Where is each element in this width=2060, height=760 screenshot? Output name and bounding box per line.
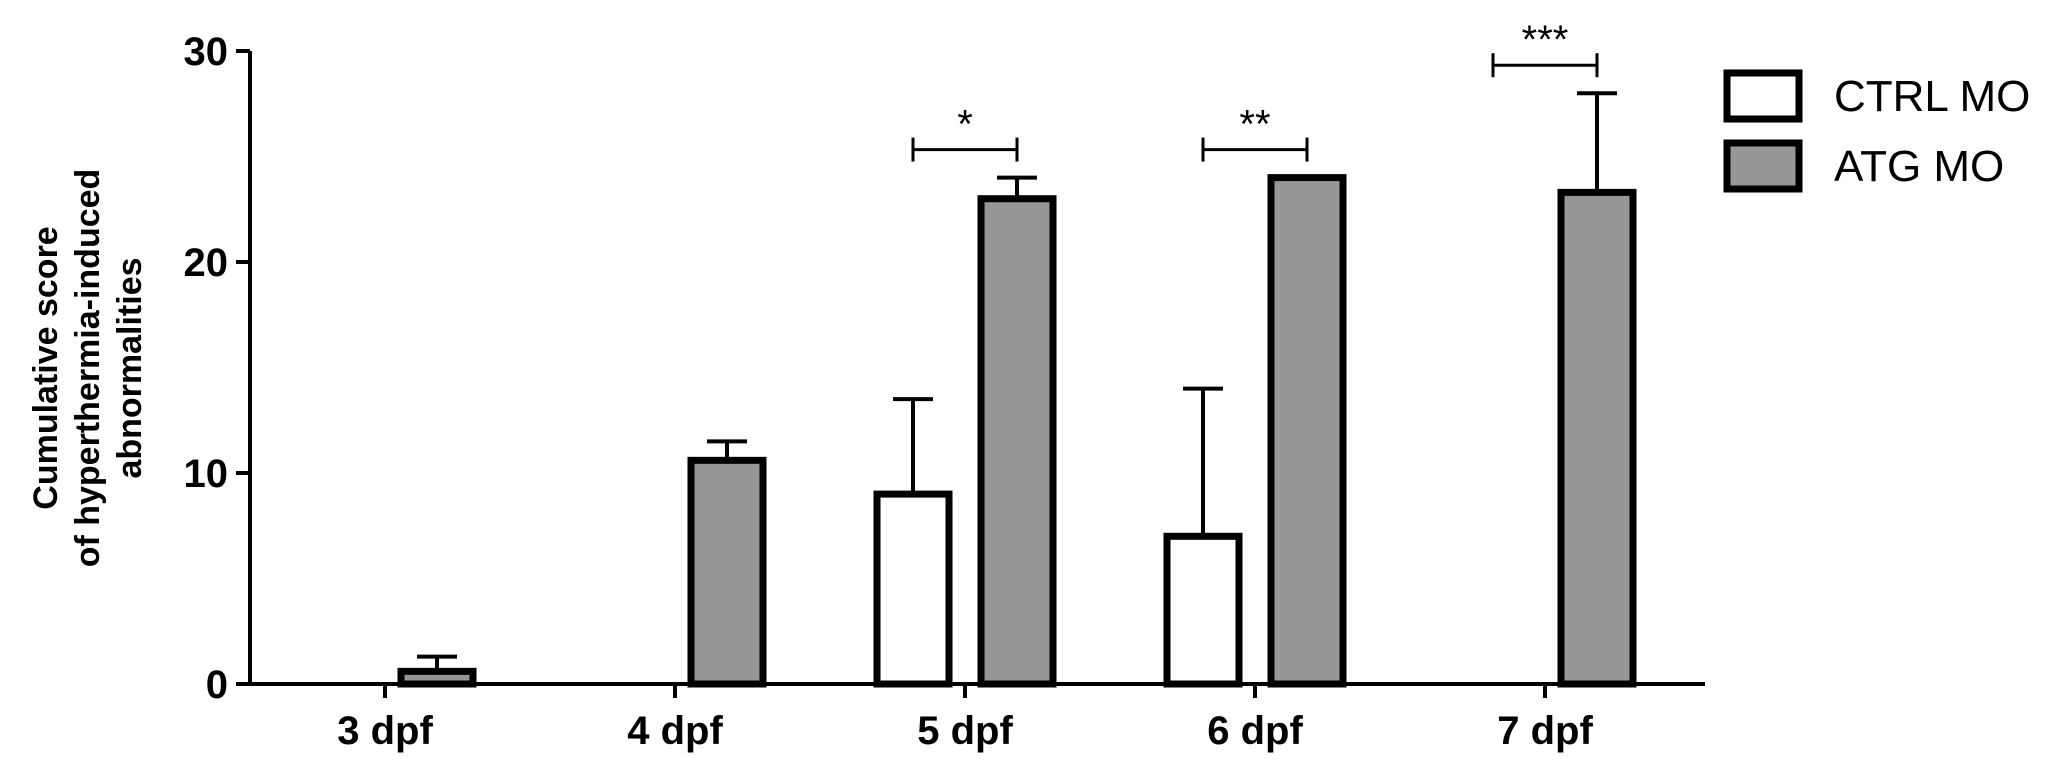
x-tick-label: 3 dpf	[337, 709, 433, 753]
legend-swatch	[1723, 69, 1803, 123]
x-tick-label: 4 dpf	[627, 709, 723, 753]
significance-label: ***	[1522, 18, 1569, 62]
y-axis-label-line: abnormalities	[111, 257, 149, 478]
x-tick-label: 6 dpf	[1207, 709, 1303, 753]
x-tick-label: 5 dpf	[917, 709, 1013, 753]
y-tick-label: 30	[184, 30, 229, 74]
significance-markers: * *****	[911, 18, 1599, 162]
bar	[873, 490, 953, 688]
legend-label: CTRL MO	[1834, 72, 2030, 121]
axes: 0 10 20 30 3 dpf 4 dpf 5 dpf 6 dpf 7 dpf	[184, 30, 1705, 753]
y-axis-label: Cumulative score of hyperthermia-induced a…	[27, 169, 149, 568]
significance-label: *	[957, 103, 973, 147]
y-tick-label: 0	[206, 663, 228, 707]
significance-label: **	[1239, 103, 1270, 147]
legend-swatch	[1723, 139, 1803, 193]
y-tick-label: 10	[184, 452, 229, 496]
bar	[687, 456, 767, 688]
x-tick-label: 7 dpf	[1497, 709, 1593, 753]
bars	[397, 174, 1637, 688]
legend-label: ATG MO	[1834, 142, 2004, 191]
bar	[1163, 532, 1243, 688]
y-axis-label-line: of hyperthermia-induced	[69, 169, 107, 568]
bar	[977, 195, 1057, 688]
legend: CTRL MO ATG MO	[1723, 69, 2030, 193]
error-bars	[417, 91, 1617, 672]
bar	[397, 667, 477, 688]
bar	[1267, 174, 1347, 688]
y-axis-label-line: Cumulative score	[27, 226, 65, 509]
bar	[1557, 188, 1637, 688]
y-tick-label: 20	[184, 241, 229, 285]
